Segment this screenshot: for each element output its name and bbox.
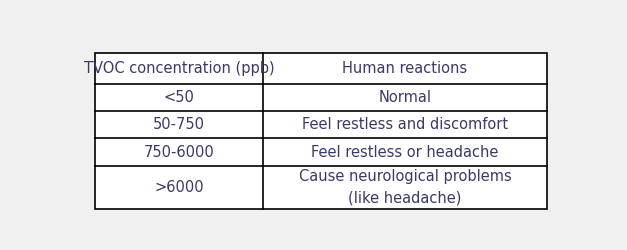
- Text: <50: <50: [164, 90, 194, 105]
- Text: Normal: Normal: [379, 90, 431, 105]
- Text: 750-6000: 750-6000: [144, 145, 214, 160]
- Bar: [95, 53, 547, 209]
- Text: Feel restless or headache: Feel restless or headache: [311, 145, 498, 160]
- Text: Human reactions: Human reactions: [342, 61, 468, 76]
- Text: >6000: >6000: [154, 180, 204, 195]
- Text: Feel restless and discomfort: Feel restless and discomfort: [302, 117, 508, 132]
- Text: 50-750: 50-750: [153, 117, 205, 132]
- Text: Cause neurological problems
(like headache): Cause neurological problems (like headac…: [298, 170, 511, 205]
- Text: TVOC concentration (ppb): TVOC concentration (ppb): [83, 61, 274, 76]
